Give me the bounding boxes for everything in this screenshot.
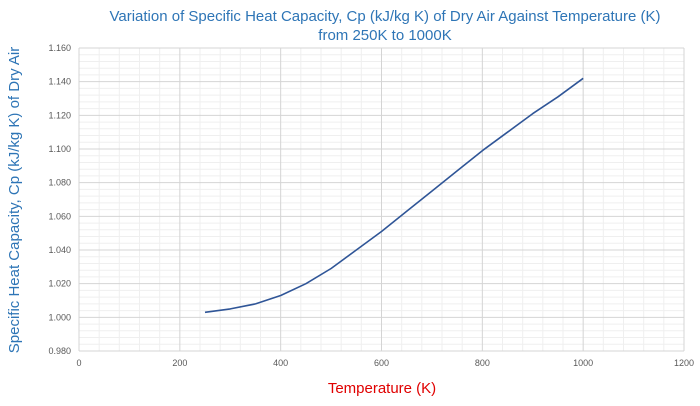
major-gridlines [78,47,685,352]
y-tick-label: 1.040 [48,245,71,255]
y-tick-label: 1.060 [48,211,71,221]
x-tick-label: 200 [172,358,187,368]
x-tick-label: 800 [475,358,490,368]
x-tick-label: 600 [374,358,389,368]
series-line [204,77,584,314]
y-tick-label: 0.980 [48,346,71,356]
y-tick-label: 1.000 [48,312,71,322]
y-axis-label: Specific Heat Capacity, Cp (kJ/kg K) of … [6,47,23,353]
x-axis-label: Temperature (K) [328,380,436,397]
tick-labels: 0 200 400 600 800 1000 1200 0.980 1.000 1.020 1.04… [48,43,694,368]
y-tick-label: 1.160 [48,43,71,53]
y-tick-label: 1.100 [48,144,71,154]
chart-subtitle: from 250K to 1000K [318,27,451,44]
y-tick-label: 1.120 [48,110,71,120]
y-tick-label: 1.020 [48,279,71,289]
series-group [204,77,584,314]
x-tick-label: 0 [76,358,81,368]
y-tick-label: 1.140 [48,77,71,87]
x-tick-label: 1200 [674,358,694,368]
chart-title: Variation of Specific Heat Capacity, Cp … [109,8,660,25]
y-tick-label: 1.080 [48,178,71,188]
x-tick-label: 400 [273,358,288,368]
x-tick-label: 1000 [573,358,593,368]
